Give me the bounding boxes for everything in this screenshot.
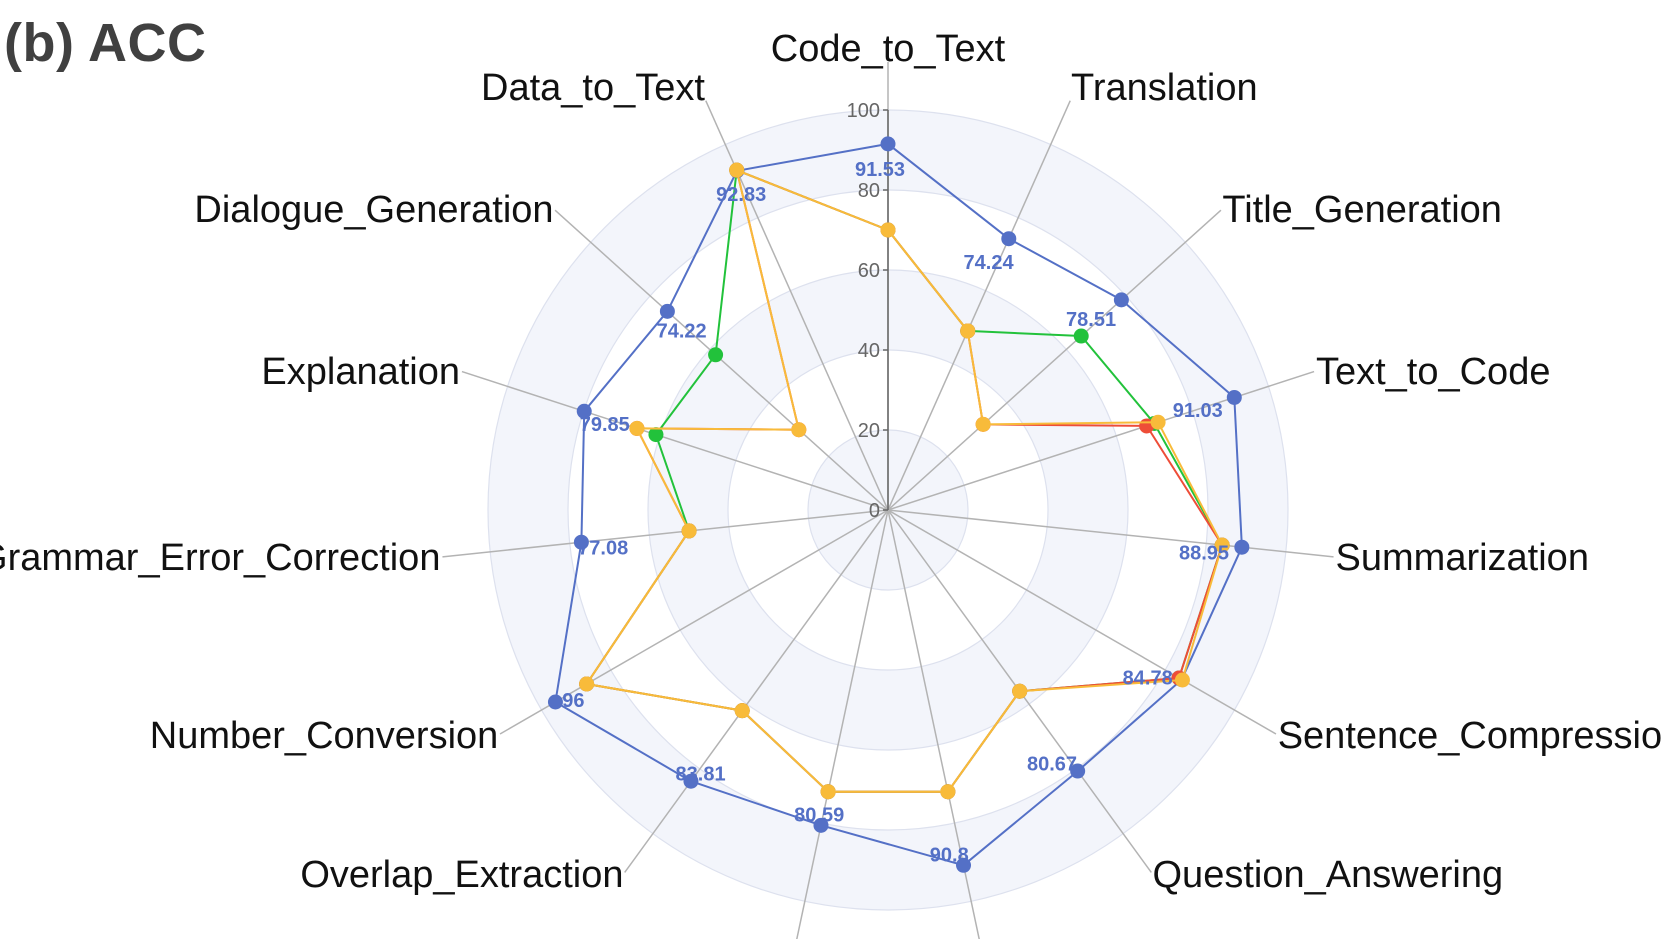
- axis-label: Data_to_Text: [481, 67, 705, 109]
- radial-tick-label: 20: [858, 420, 880, 442]
- series-line-yellow: [585, 169, 1224, 793]
- point-blue: [880, 136, 896, 152]
- radial-tick-label: 40: [858, 340, 880, 362]
- point-yellow: [940, 784, 956, 800]
- radar-series-layer: [547, 136, 1250, 873]
- point-yellow: [1174, 672, 1190, 688]
- radar-spoke: [887, 509, 980, 939]
- point-blue: [1234, 539, 1250, 555]
- axis-label: Summarization: [1336, 537, 1589, 579]
- point-blue: [1001, 231, 1017, 247]
- point-yellow: [820, 784, 836, 800]
- value-label-blue: 79.85: [580, 414, 630, 436]
- axis-label: Overlap_Extraction: [300, 854, 623, 896]
- point-blue: [547, 694, 563, 710]
- point-yellow: [734, 703, 750, 719]
- radar-spoke: [499, 509, 889, 735]
- point-blue: [683, 773, 699, 789]
- value-label-blue: 88.95: [1179, 542, 1229, 564]
- value-label-blue: 74.22: [657, 320, 707, 342]
- point-yellow: [729, 162, 745, 178]
- radial-tick-label: 60: [858, 260, 880, 282]
- value-label-blue: 91.03: [1173, 400, 1223, 422]
- value-label-blue: 83.81: [676, 764, 726, 786]
- radial-tick-label: 80: [858, 180, 880, 202]
- radial-tick-label: 100: [847, 100, 880, 122]
- axis-label: Title_Generation: [1222, 189, 1502, 231]
- point-blue: [576, 403, 592, 419]
- radar-spoke: [887, 209, 1222, 511]
- axis-label: Code_to_Text: [771, 28, 1006, 70]
- value-label-blue: 96: [562, 690, 584, 712]
- point-blue: [813, 817, 829, 833]
- series-line-blue: [554, 142, 1243, 867]
- point-yellow: [629, 420, 645, 436]
- value-label-blue: 74.24: [964, 252, 1015, 274]
- radar-spoke: [887, 509, 1334, 558]
- radar-spoke: [461, 370, 889, 511]
- axis-label: Sentence_Compression: [1278, 715, 1661, 757]
- point-yellow: [791, 422, 807, 438]
- radar-spoke: [796, 509, 889, 939]
- axis-label: Text_to_Code: [1316, 351, 1551, 393]
- point-green: [1073, 328, 1089, 344]
- point-yellow: [960, 323, 976, 339]
- radar-spoke: [887, 509, 1277, 735]
- point-blue: [1226, 389, 1242, 405]
- point-blue: [956, 857, 972, 873]
- axis-label: Dialogue_Generation: [194, 189, 553, 231]
- axis-label: Number_Conversion: [150, 715, 499, 757]
- axis-label: Question_Answering: [1153, 854, 1504, 896]
- point-green: [648, 427, 664, 443]
- radar-spoke: [887, 100, 1071, 511]
- radial-tick-label: 0: [869, 500, 880, 522]
- radar-spoke: [442, 509, 889, 558]
- point-yellow: [880, 222, 896, 238]
- point-yellow: [579, 676, 595, 692]
- point-yellow: [1214, 537, 1230, 553]
- point-yellow: [975, 416, 991, 432]
- point-yellow: [681, 523, 697, 539]
- radar-tick-labels: 0 20 40 60 80 100: [847, 100, 889, 522]
- value-label-blue: 77.08: [578, 537, 628, 559]
- point-blue: [1113, 292, 1129, 308]
- value-label-blue: 80.67: [1027, 753, 1077, 775]
- point-green: [708, 347, 724, 363]
- point-blue: [1070, 763, 1086, 779]
- point-blue: [573, 534, 589, 550]
- point-yellow: [1150, 414, 1166, 430]
- radar-spoke: [554, 209, 889, 511]
- axis-label: Translation: [1071, 67, 1258, 109]
- value-label-blue: 78.51: [1066, 309, 1116, 331]
- value-label-blue: 91.53: [855, 159, 905, 181]
- radar-axis-labels: Code_to_Text Translation Title_Generation T…: [0, 28, 1661, 896]
- radar-value-labels: 91.53 74.24 78.51 91.03 88.95 84.78 80.67 90.8 8…: [562, 159, 1229, 867]
- value-label-blue: 90.8: [930, 845, 969, 867]
- value-label-blue: 92.83: [716, 184, 766, 206]
- radar-spoke: [887, 370, 1315, 511]
- point-yellow: [1012, 683, 1028, 699]
- value-label-blue: 80.59: [794, 805, 844, 827]
- axis-label: Explanation: [261, 351, 460, 393]
- point-blue: [659, 303, 675, 319]
- panel-title: (b) ACC: [4, 13, 207, 73]
- value-label-blue: 84.78: [1123, 668, 1173, 690]
- axis-label: Grammar_Error_Correction: [0, 537, 440, 579]
- radar-spoke: [624, 509, 889, 873]
